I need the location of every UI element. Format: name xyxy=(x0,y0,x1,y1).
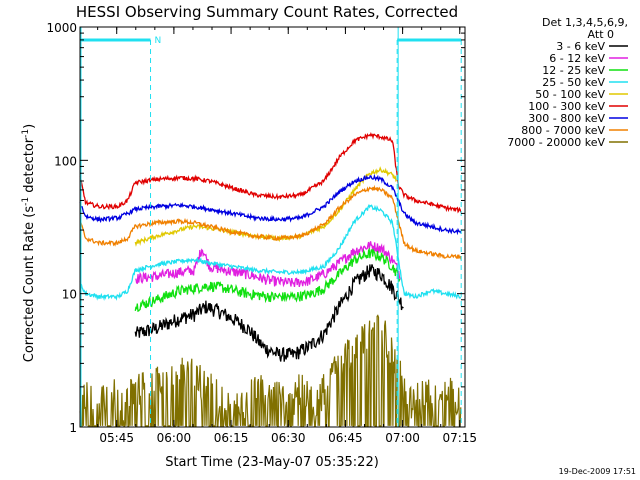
y-axis-label-sup: -1 xyxy=(21,129,31,138)
legend-label: 800 - 7000 keV xyxy=(521,124,605,137)
series-line xyxy=(79,132,462,214)
x-axis-label: Start Time (23-May-07 05:35:22) xyxy=(165,455,379,470)
series-line xyxy=(134,247,401,313)
x-tick-label: 06:00 xyxy=(157,431,192,445)
legend-label: 3 - 6 keV xyxy=(556,40,605,53)
series-line xyxy=(134,166,398,247)
x-tick-label: 05:45 xyxy=(99,431,134,445)
axes: 05:45 06:00 06:15 06:30 06:45 07:00 07:15 1 10 10… xyxy=(46,21,477,445)
y-axis-label-text: Corrected Count Rate (s xyxy=(22,206,37,363)
y-axis-label-sup: -1 xyxy=(21,197,31,206)
y-axis-label-text: detector xyxy=(22,137,37,197)
x-tick-label: 06:15 xyxy=(214,431,249,445)
legend-label: 25 - 50 keV xyxy=(542,76,605,89)
legend-label: 6 - 12 keV xyxy=(549,52,605,65)
legend-label: 7000 - 20000 keV xyxy=(507,136,605,149)
x-tick-label: 06:30 xyxy=(271,431,306,445)
series-line xyxy=(79,314,462,427)
overlay-layer: N xyxy=(80,27,462,427)
legend-label: 12 - 25 keV xyxy=(542,64,605,77)
legend-label: 100 - 300 keV xyxy=(528,100,605,113)
y-tick-label: 1000 xyxy=(46,21,77,35)
legend-label: 300 - 800 keV xyxy=(528,112,605,125)
footer-timestamp: 19-Dec-2009 17:51 xyxy=(559,467,636,476)
legend-header: Att 0 xyxy=(588,28,614,41)
series-layer xyxy=(79,132,462,427)
y-axis-label: Corrected Count Rate (s-1 detector-1) xyxy=(21,124,37,362)
legend-header: Det 1,3,4,5,6,9, xyxy=(542,16,628,29)
x-tick-label: 07:15 xyxy=(442,431,477,445)
series-line xyxy=(134,264,404,362)
y-tick-label: 100 xyxy=(54,154,77,168)
y-axis-label-text: ) xyxy=(22,124,37,129)
plot-frame xyxy=(79,26,466,428)
series-line xyxy=(79,173,462,236)
chart-title: HESSI Observing Summary Count Rates, Cor… xyxy=(76,3,458,21)
series-line xyxy=(135,241,401,288)
series-line xyxy=(79,203,462,301)
y-tick-label: 1 xyxy=(69,421,77,435)
x-tick-label: 06:45 xyxy=(328,431,363,445)
x-tick-label: 07:00 xyxy=(385,431,420,445)
series-line xyxy=(79,184,462,260)
night-bar-label: N xyxy=(155,36,162,46)
legend-label: 50 - 100 keV xyxy=(535,88,605,101)
y-tick-label: 10 xyxy=(62,288,77,302)
